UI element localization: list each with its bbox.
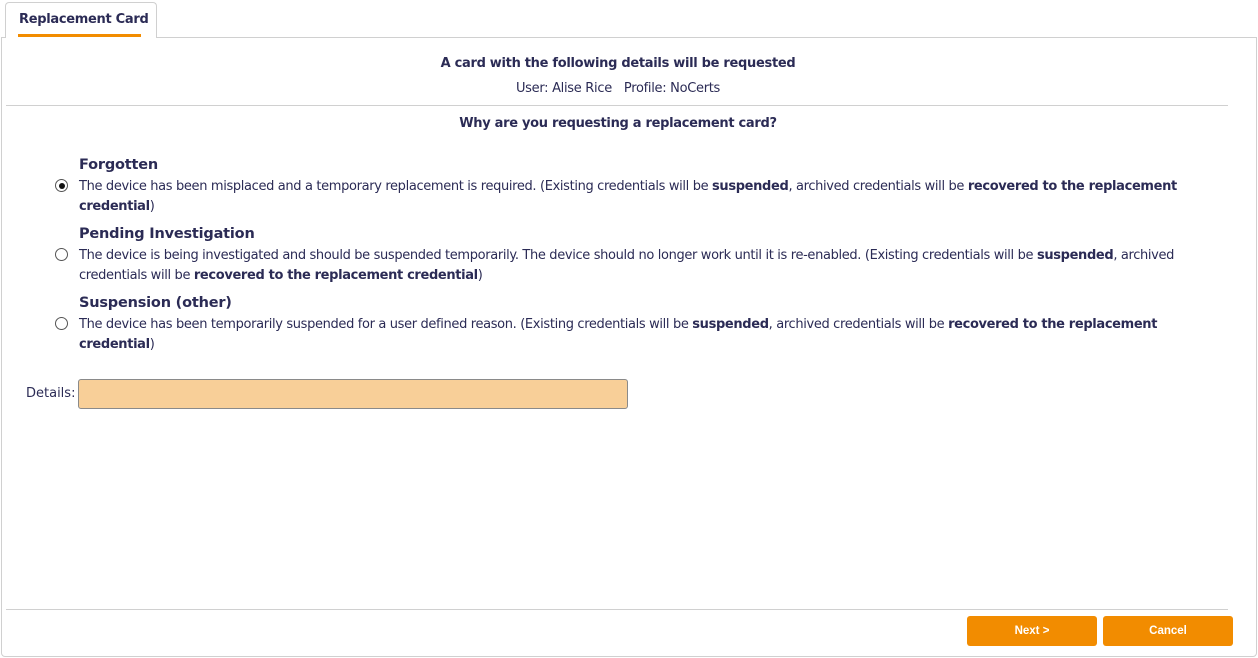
next-button[interactable]: Next > bbox=[967, 616, 1097, 646]
footer-divider bbox=[6, 609, 1228, 610]
main-panel: A card with the following details will b… bbox=[1, 37, 1257, 657]
radio-forgotten[interactable] bbox=[55, 179, 68, 192]
tab-active-indicator bbox=[18, 34, 141, 37]
profile-text: Profile: NoCerts bbox=[623, 81, 721, 96]
summary-title: A card with the following details will b… bbox=[440, 56, 796, 71]
details-input[interactable] bbox=[78, 379, 628, 409]
user-text: User: Alise Rice bbox=[515, 81, 612, 96]
option-title: Forgotten bbox=[79, 157, 158, 173]
option-title: Pending Investigation bbox=[79, 226, 255, 242]
option-description: The device has been temporarily suspende… bbox=[79, 317, 1158, 352]
cancel-button[interactable]: Cancel bbox=[1103, 616, 1233, 646]
radio-suspension-other[interactable] bbox=[55, 317, 68, 330]
tab-label: Replacement Card bbox=[19, 12, 149, 27]
tab-replacement-card[interactable]: Replacement Card bbox=[5, 2, 157, 38]
divider bbox=[6, 105, 1228, 106]
details-label: Details: bbox=[26, 386, 76, 401]
option-description: The device has been misplaced and a temp… bbox=[79, 179, 1177, 214]
question-heading: Why are you requesting a replacement car… bbox=[459, 116, 777, 131]
option-title: Suspension (other) bbox=[79, 295, 232, 311]
radio-pending-investigation[interactable] bbox=[55, 248, 68, 261]
summary-details: User: Alise Rice Profile: NoCerts bbox=[2, 81, 1234, 96]
option-description: The device is being investigated and sho… bbox=[79, 248, 1175, 283]
